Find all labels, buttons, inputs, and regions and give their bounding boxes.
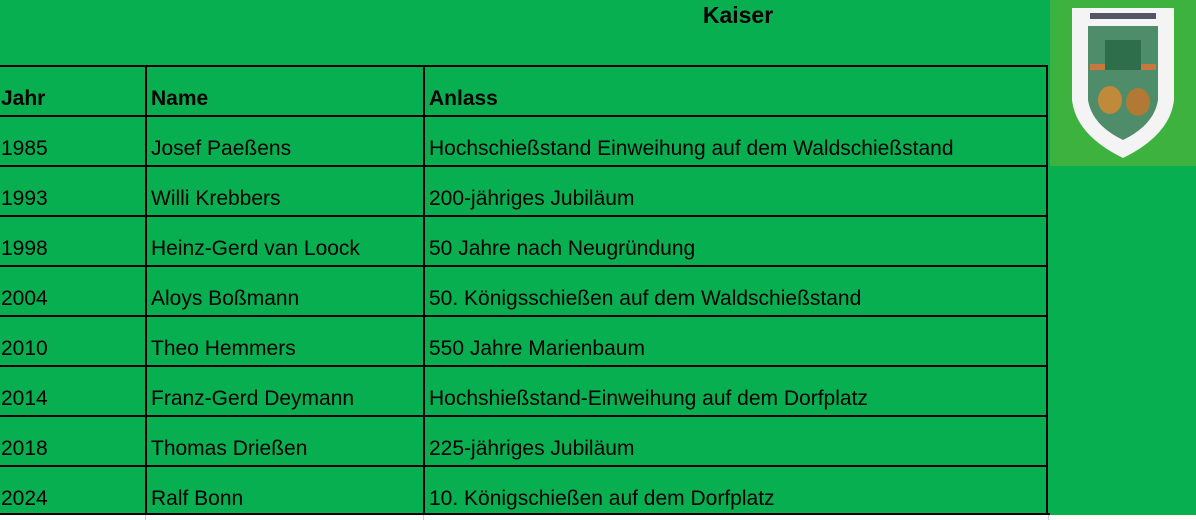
cell-name: Aloys Boßmann [145, 267, 423, 315]
table-row: 1998 Heinz-Gerd van Loock 50 Jahre nach Ne… [0, 215, 1048, 265]
gridline [1048, 515, 1049, 520]
cell-anlass: 50. Königsschießen auf dem Waldschießsta… [423, 267, 1048, 315]
table-row: 2004 Aloys Boßmann 50. Königsschießen auf … [0, 265, 1048, 315]
table-row: 1985 Josef Paeßens Hochschießstand Einweih… [0, 115, 1048, 165]
cell-anlass: Hochshießstand-Einweihung auf dem Dorfpl… [423, 367, 1048, 415]
cell-name: Willi Krebbers [145, 167, 423, 215]
cell-jahr: 1993 [1, 187, 48, 210]
table-row: 2018 Thomas Drießen 225-jähriges Jubiläum [0, 415, 1048, 465]
cell-name: Thomas Drießen [145, 417, 423, 465]
cell-anlass: 50 Jahre nach Neugründung [423, 217, 1048, 265]
table-row: 2014 Franz-Gerd Deymann Hochshießstand-Ein… [0, 365, 1048, 415]
header-anlass: Anlass [423, 67, 1048, 115]
cell-anlass: 550 Jahre Marienbaum [423, 317, 1048, 365]
cell-name: Franz-Gerd Deymann [145, 367, 423, 415]
cell-jahr: 2014 [1, 387, 48, 410]
table-row: 2010 Theo Hemmers 550 Jahre Marienbaum [0, 315, 1048, 365]
cell-jahr: 2018 [1, 437, 48, 460]
cell-name: Heinz-Gerd van Loock [145, 217, 423, 265]
cell-jahr: 2004 [1, 287, 48, 310]
page-title: Kaiser [702, 2, 774, 28]
cell-jahr: 1998 [1, 237, 48, 260]
gridline [423, 515, 424, 520]
cell-name: Ralf Bonn [145, 467, 423, 515]
table-row: 1993 Willi Krebbers 200-jähriges Jubiläum [0, 165, 1048, 215]
cell-jahr: 2024 [1, 487, 48, 510]
cell-anlass: 200-jähriges Jubiläum [423, 167, 1048, 215]
cell-anlass: 10. Königschießen auf dem Dorfplatz [423, 467, 1048, 515]
cell-jahr: 1985 [1, 137, 48, 160]
cell-name: Theo Hemmers [145, 317, 423, 365]
club-crest-icon [1072, 8, 1174, 158]
cell-anlass: Hochschießstand Einweihung auf dem Walds… [423, 117, 1048, 165]
header-jahr: Jahr [1, 87, 46, 110]
cell-anlass: 225-jähriges Jubiläum [423, 417, 1048, 465]
table-header-row: Jahr Name Anlass [0, 65, 1048, 115]
cell-jahr: 2010 [1, 337, 48, 360]
cell-name: Josef Paeßens [145, 117, 423, 165]
club-crest-logo [1050, 0, 1196, 166]
table-row: 2024 Ralf Bonn 10. Königschießen auf dem D… [0, 465, 1048, 515]
table-bottom-border [0, 513, 1050, 515]
header-name: Name [145, 67, 423, 115]
gridline [145, 515, 146, 520]
